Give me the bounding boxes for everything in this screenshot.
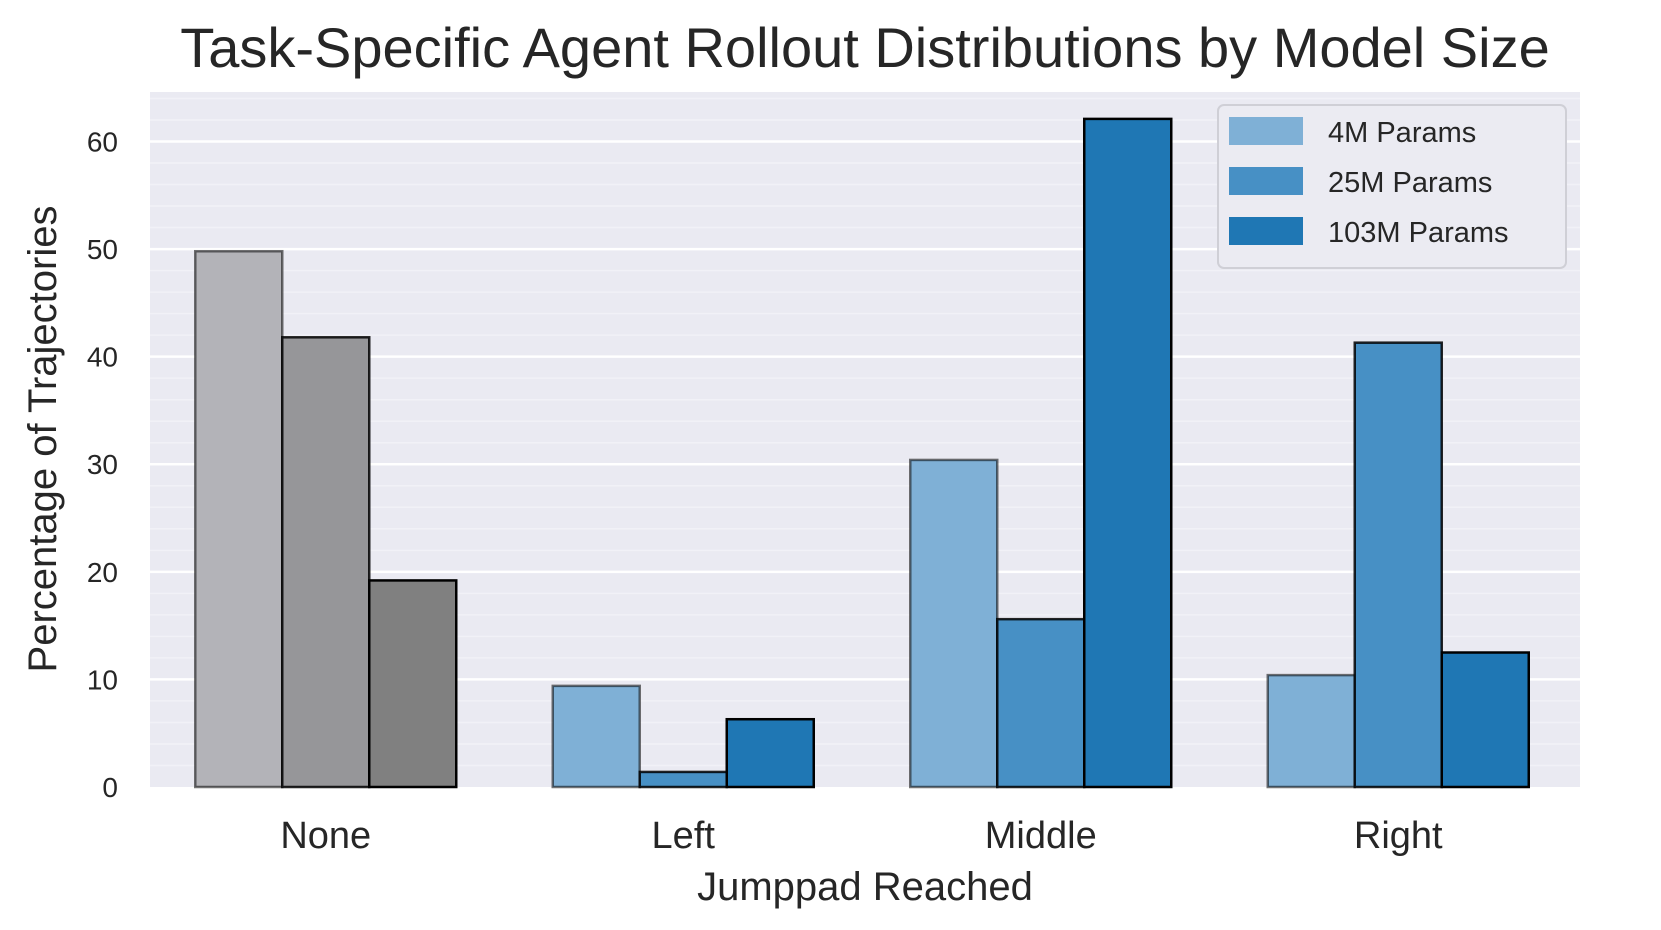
x-tick-label: Right (1354, 815, 1443, 857)
bar-none-25m-params (281, 336, 371, 789)
y-tick-label: 20 (87, 557, 118, 588)
x-axis-label: Jumppad Reached (697, 865, 1033, 909)
chart-title: Task-Specific Agent Rollout Distribution… (180, 16, 1550, 79)
bar-left-25m-params (638, 770, 728, 789)
y-tick-label: 30 (87, 449, 118, 480)
x-tick-label: None (280, 815, 371, 857)
y-tick-label: 60 (87, 126, 118, 157)
y-tick-label: 50 (87, 234, 118, 265)
legend-label: 4M Params (1328, 117, 1476, 149)
y-tick-label: 0 (102, 772, 118, 803)
legend-swatch (1229, 167, 1303, 195)
y-ticks: 0 10 20 30 40 50 60 (87, 126, 118, 803)
bar-right-25m-params (1353, 341, 1443, 789)
x-tick-label: Left (652, 815, 716, 857)
y-tick-label: 10 (87, 664, 118, 695)
bar-left-4m-params (551, 684, 641, 789)
bar-left-103m-params (725, 717, 815, 789)
bar-middle-103m-params (1083, 117, 1173, 789)
legend-swatch (1229, 117, 1303, 145)
legend-label: 25M Params (1328, 167, 1492, 199)
legend-swatch (1229, 217, 1303, 245)
bar-middle-4m-params (909, 458, 999, 789)
bar-right-103m-params (1440, 651, 1530, 789)
bar-none-4m-params (194, 249, 284, 789)
y-tick-label: 40 (87, 342, 118, 373)
bar-middle-25m-params (996, 617, 1086, 789)
x-tick-label: Middle (985, 815, 1097, 857)
legend-box (1217, 104, 1567, 269)
legend-label: 103M Params (1328, 217, 1509, 249)
bar-none-103m-params (368, 579, 458, 789)
legend: 4M Params 25M Params 103M Params (1217, 104, 1567, 269)
bars (194, 117, 1530, 789)
x-ticks: None Left Middle Right (280, 815, 1443, 857)
bar-right-4m-params (1266, 673, 1356, 789)
y-axis-label: Percentage of Trajectories (21, 206, 65, 673)
